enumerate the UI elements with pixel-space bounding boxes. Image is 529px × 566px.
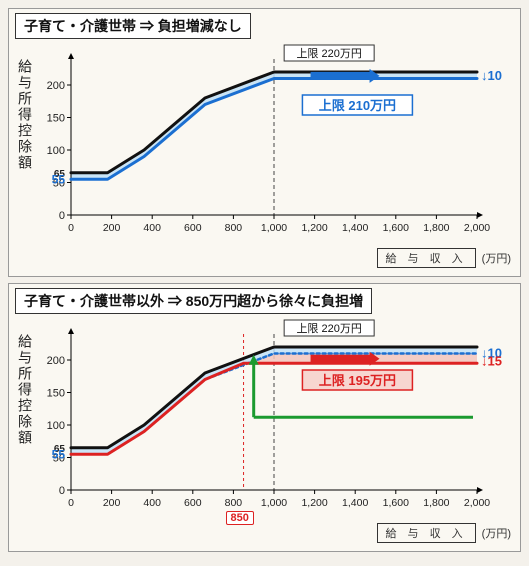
svg-text:↓15: ↓15 xyxy=(481,353,502,368)
x-axis-unit: (万円) xyxy=(482,253,511,265)
svg-text:1,000: 1,000 xyxy=(261,222,287,234)
svg-text:150: 150 xyxy=(47,388,65,400)
x-highlight-box: 850 xyxy=(226,511,254,525)
svg-text:上限 210万円: 上限 210万円 xyxy=(319,98,396,113)
svg-text:1,400: 1,400 xyxy=(342,497,368,509)
svg-text:2,000: 2,000 xyxy=(464,497,490,509)
svg-text:400: 400 xyxy=(143,222,161,234)
svg-text:0: 0 xyxy=(68,497,74,509)
svg-text:600: 600 xyxy=(184,222,202,234)
svg-text:2,000: 2,000 xyxy=(464,222,490,234)
chart-panel: 子育て・介護世帯 ⇒ 負担増減なし 給与所得控除額 05010015020065… xyxy=(8,8,521,277)
chart-area: 050100150200655502004006008001,0001,2001… xyxy=(35,41,515,268)
chart-area: 050100150200655502004006008001,0001,2001… xyxy=(35,316,515,543)
svg-text:55: 55 xyxy=(52,172,66,186)
panel-title: 子育て・介護世帯以外 ⇒ 850万円超から徐々に負担増 xyxy=(15,288,372,314)
x-axis-caption: 給 与 収 入 (万円) xyxy=(35,523,515,543)
svg-text:800: 800 xyxy=(225,222,243,234)
svg-text:0: 0 xyxy=(59,210,65,222)
svg-text:600: 600 xyxy=(184,497,202,509)
svg-text:1,000: 1,000 xyxy=(261,497,287,509)
svg-text:0: 0 xyxy=(59,485,65,497)
x-axis-label-box: 給 与 収 入 xyxy=(377,523,476,543)
svg-text:800: 800 xyxy=(225,497,243,509)
svg-text:1,800: 1,800 xyxy=(423,222,449,234)
svg-text:上限 220万円: 上限 220万円 xyxy=(296,322,361,335)
chart-svg: 050100150200655502004006008001,0001,2001… xyxy=(35,41,515,241)
y-axis-label: 給与所得控除額 xyxy=(15,41,35,171)
svg-text:200: 200 xyxy=(103,497,121,509)
chart-panel: 子育て・介護世帯以外 ⇒ 850万円超から徐々に負担増 給与所得控除額 0501… xyxy=(8,283,521,552)
panel-title: 子育て・介護世帯 ⇒ 負担増減なし xyxy=(15,13,251,39)
svg-text:↓10: ↓10 xyxy=(481,68,502,83)
svg-text:100: 100 xyxy=(47,420,65,432)
svg-text:1,600: 1,600 xyxy=(383,222,409,234)
svg-text:100: 100 xyxy=(47,145,65,157)
svg-text:上限 195万円: 上限 195万円 xyxy=(319,373,396,388)
y-axis-label: 給与所得控除額 xyxy=(15,316,35,446)
svg-text:150: 150 xyxy=(47,113,65,125)
svg-text:1,600: 1,600 xyxy=(383,497,409,509)
chart-svg: 050100150200655502004006008001,0001,2001… xyxy=(35,316,515,516)
x-axis-caption: 給 与 収 入 (万円) xyxy=(35,248,515,268)
svg-text:200: 200 xyxy=(103,222,121,234)
svg-text:1,400: 1,400 xyxy=(342,222,368,234)
svg-text:200: 200 xyxy=(47,80,65,92)
svg-text:400: 400 xyxy=(143,497,161,509)
svg-text:上限 220万円: 上限 220万円 xyxy=(296,47,361,60)
svg-text:0: 0 xyxy=(68,222,74,234)
svg-text:1,200: 1,200 xyxy=(301,222,327,234)
svg-text:200: 200 xyxy=(47,355,65,367)
x-axis-label-box: 給 与 収 入 xyxy=(377,248,476,268)
svg-text:1,800: 1,800 xyxy=(423,497,449,509)
svg-text:1,200: 1,200 xyxy=(301,497,327,509)
x-axis-unit: (万円) xyxy=(482,528,511,540)
svg-text:55: 55 xyxy=(52,447,66,461)
